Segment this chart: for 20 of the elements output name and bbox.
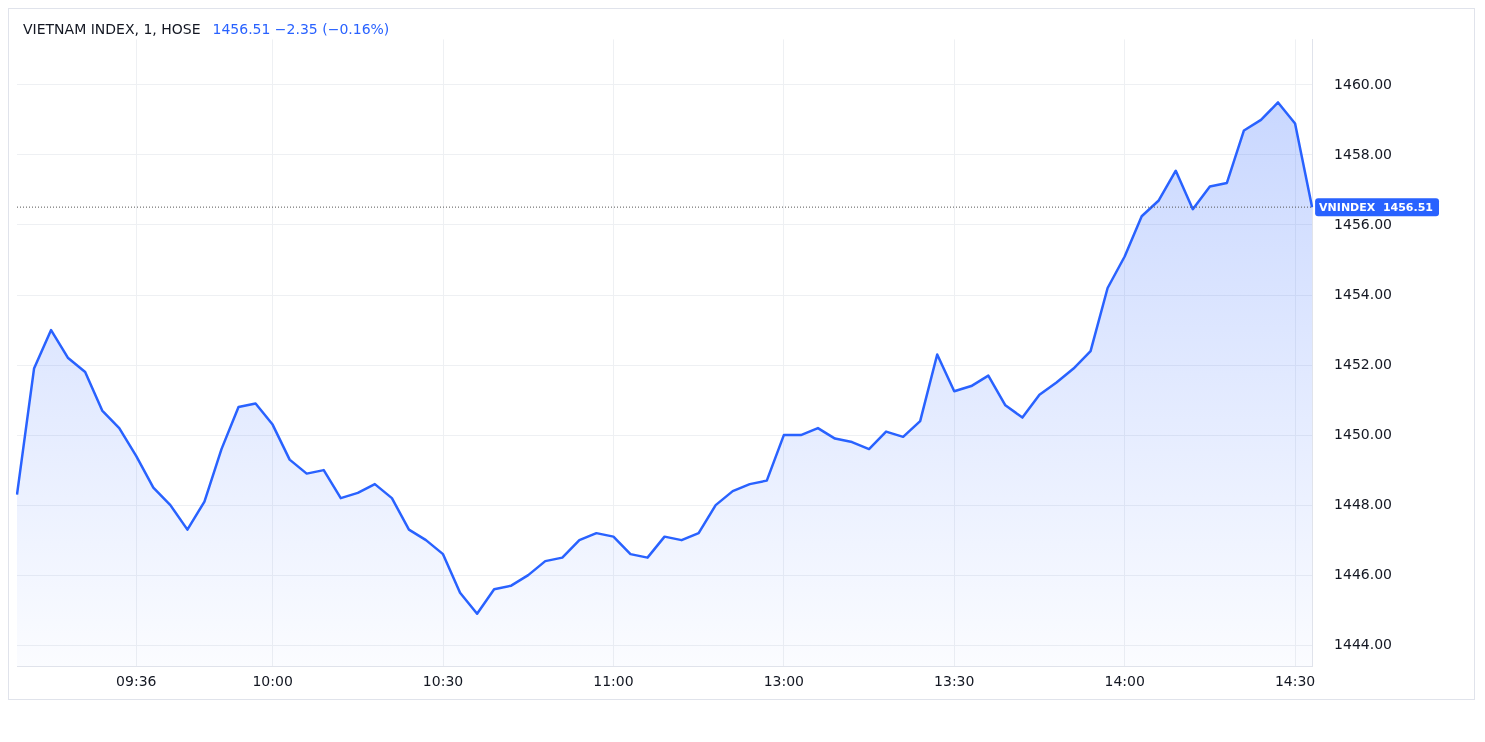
y-tick-label: 1446.00 xyxy=(1334,565,1393,582)
y-tick-label: 1450.00 xyxy=(1334,425,1393,442)
chart-subtitle: 1456.51 −2.35 (−0.16%) xyxy=(212,21,390,37)
y-tick-label: 1452.00 xyxy=(1334,355,1393,372)
x-tick-label: 13:00 xyxy=(763,673,805,690)
x-tick-label: 13:30 xyxy=(934,673,975,690)
y-tick-label: 1444.00 xyxy=(1334,635,1393,652)
x-tick-label: 09:36 xyxy=(116,673,157,690)
y-tick-label: 1448.00 xyxy=(1334,495,1393,512)
x-tick-label: 11:00 xyxy=(593,673,634,690)
y-tick-label: 1458.00 xyxy=(1334,145,1393,162)
y-tick-label: 1454.00 xyxy=(1334,285,1393,302)
x-tick-label: 14:30 xyxy=(1274,673,1316,690)
y-tick-label: 1460.00 xyxy=(1334,75,1393,92)
x-tick-label: 10:00 xyxy=(252,673,293,690)
x-tick-label: 10:30 xyxy=(422,673,464,690)
y-tick-label: 1456.00 xyxy=(1334,215,1393,232)
ref-line-label: VNINDEX 1456.51 xyxy=(1319,200,1434,214)
chart-title: VIETNAM INDEX, 1, HOSE xyxy=(23,21,201,37)
x-tick-label: 14:00 xyxy=(1104,673,1145,690)
